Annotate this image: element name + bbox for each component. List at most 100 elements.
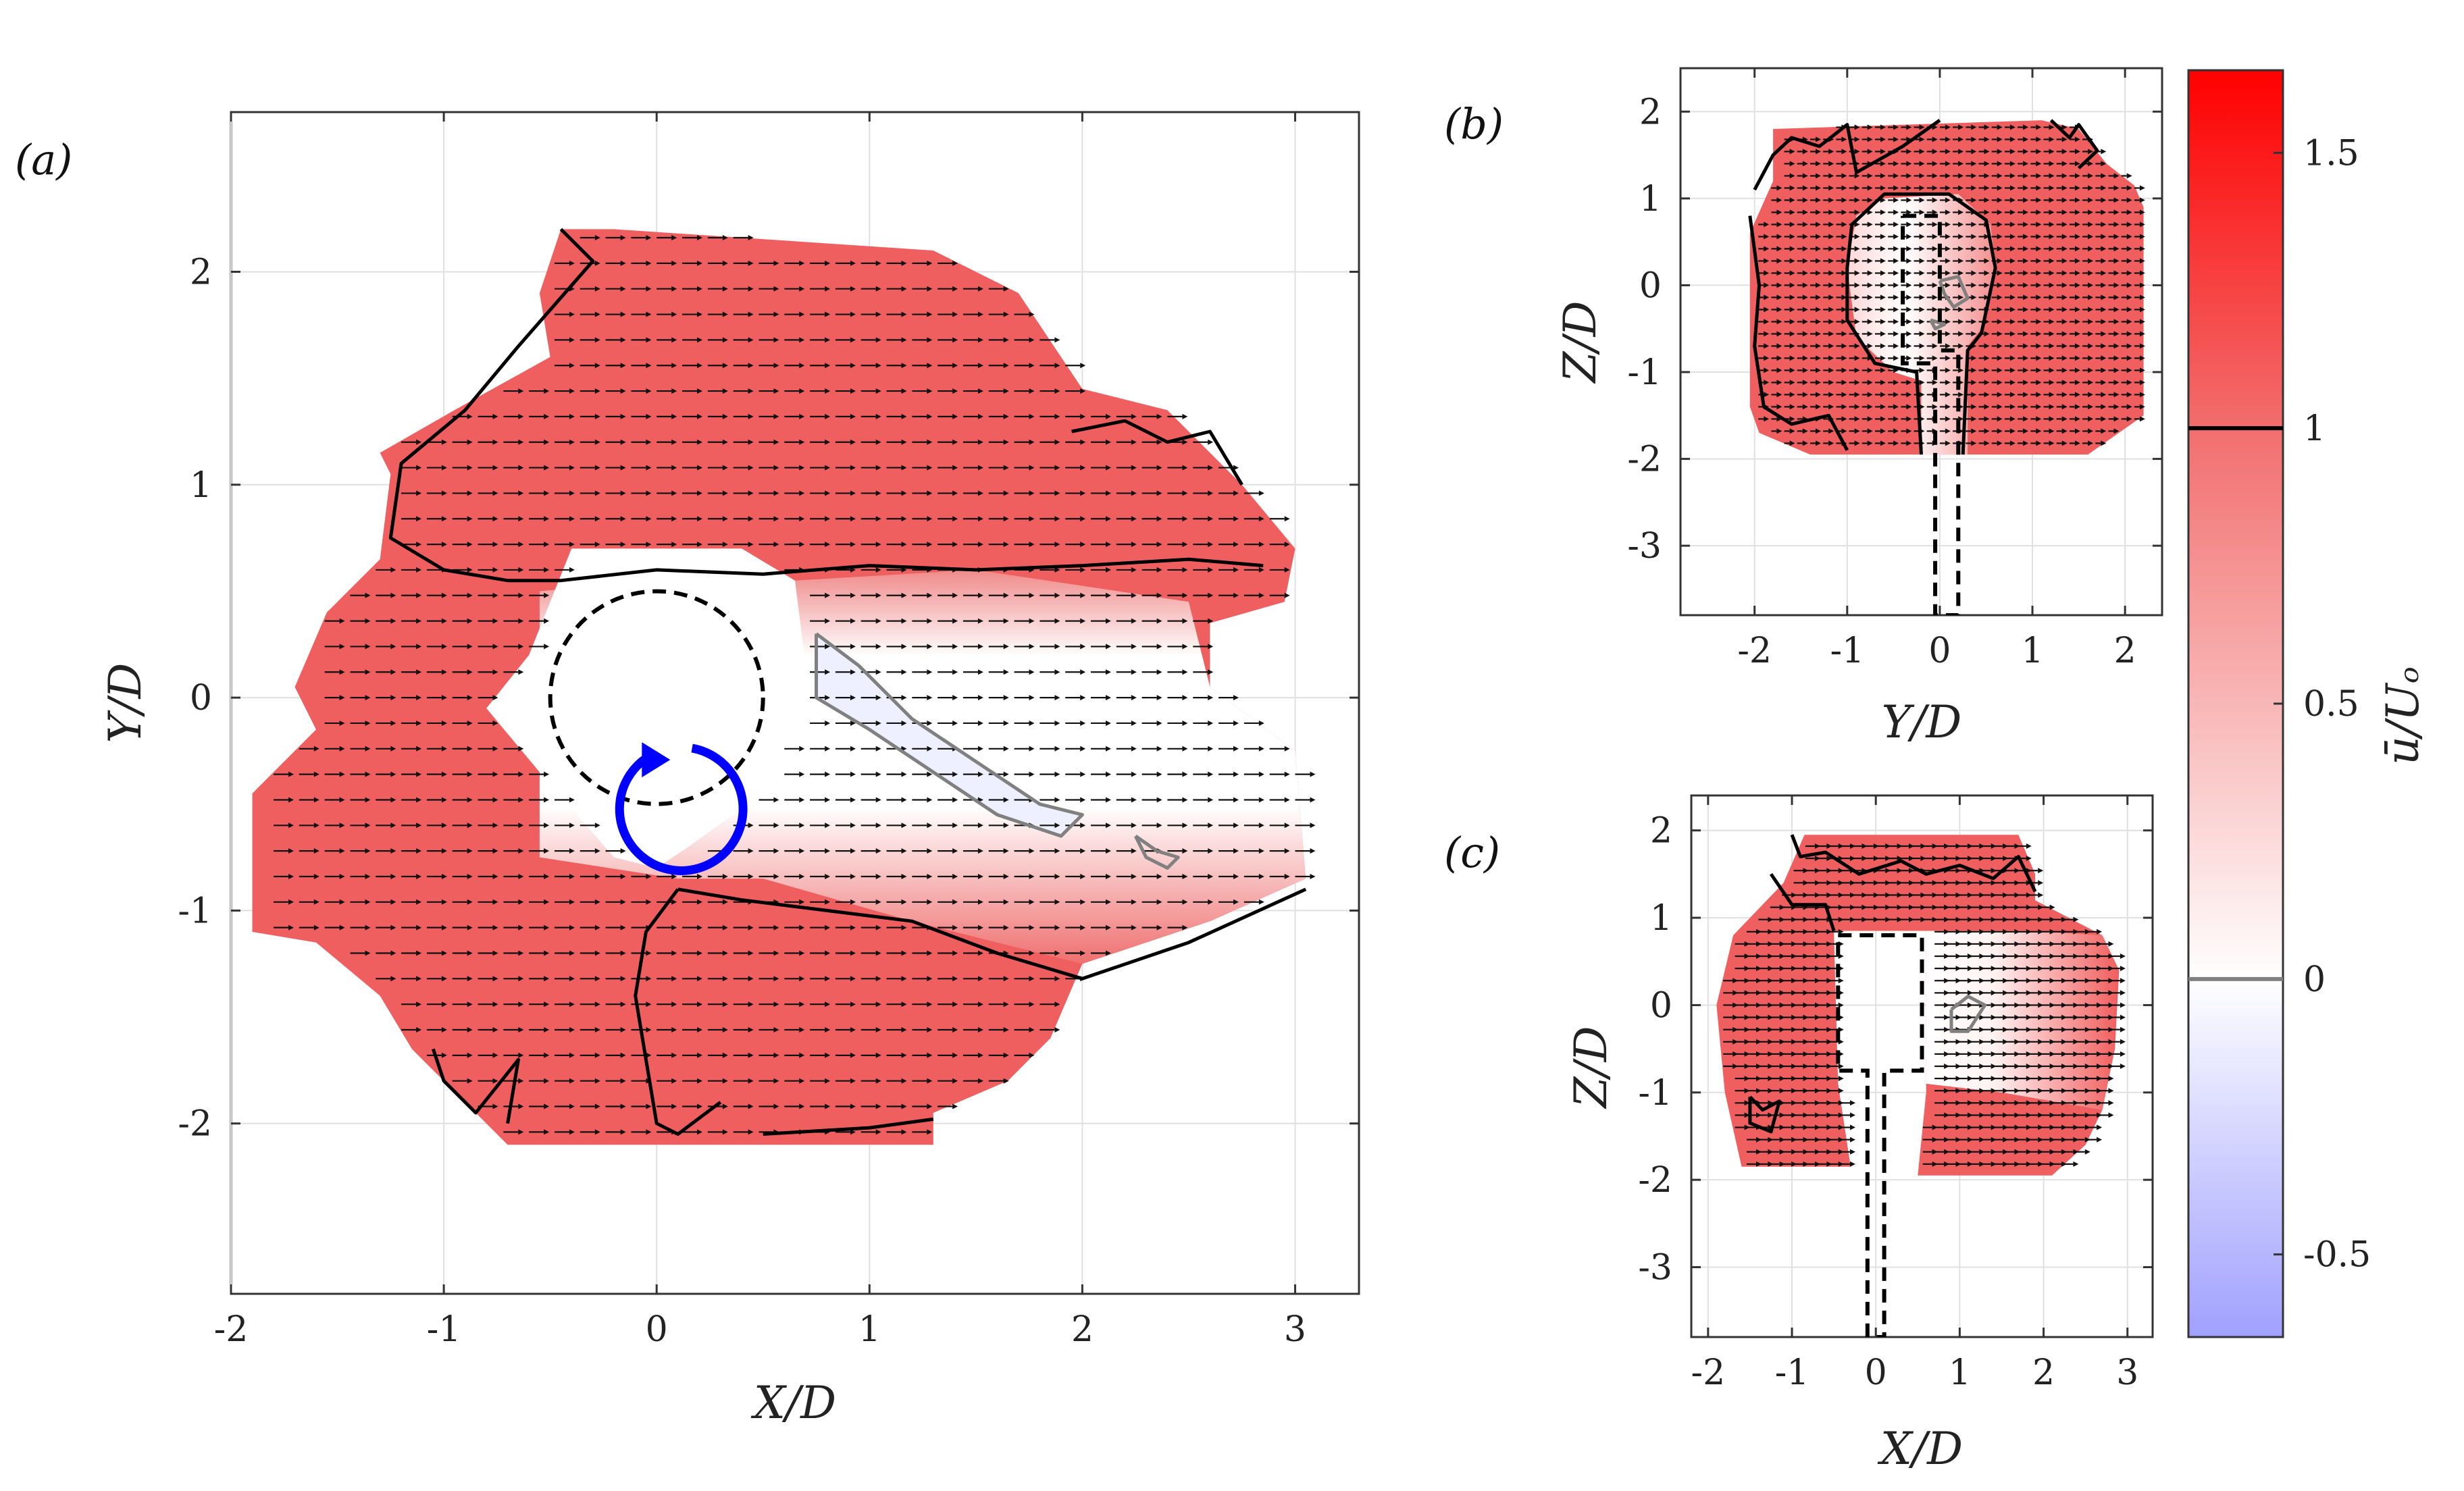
panel-b-vector-head — [1828, 428, 1834, 434]
panel-c-vector-head — [1850, 1100, 1855, 1106]
panel-a-vector-head — [773, 822, 779, 829]
panel-b-vector-head — [2101, 416, 2107, 422]
panel-a-vector-head — [544, 822, 550, 829]
panel-b-vector-head — [1828, 343, 1834, 349]
panel-a-vector-head — [977, 413, 983, 419]
panel-a-vector-head — [1131, 721, 1137, 726]
panel-b-vector-head — [1764, 234, 1770, 240]
panel-b-vector-head — [1971, 258, 1977, 264]
panel-b-vector-head — [1816, 149, 1821, 155]
panel-b-vector-head — [2009, 440, 2016, 446]
panel-b-vector-head — [2101, 258, 2107, 264]
panel-a-vector-head — [1029, 950, 1035, 956]
panel-a-vector-head — [390, 695, 396, 701]
panel-b-vector-head — [1789, 392, 1795, 398]
panel-a-vector-head — [1054, 592, 1060, 598]
panel-b-vector-head — [2101, 294, 2107, 300]
panel-a-vector-head — [697, 924, 702, 931]
panel-b-vector-head — [1802, 221, 1808, 228]
panel-a-vector-head — [799, 899, 805, 905]
panel-a-vector-head — [773, 976, 779, 982]
panel-a-vector-head — [569, 311, 575, 317]
panel-b-vector-head — [1919, 209, 1925, 215]
panel-b-vector-head — [1971, 161, 1977, 167]
panel-a-vector-head — [1054, 771, 1060, 777]
panel-a-vector-head — [773, 490, 779, 496]
panel-a-vector-head — [544, 1027, 550, 1032]
panel-a-vector-head — [825, 797, 831, 803]
panel-a-vector-head — [594, 874, 600, 879]
panel-b-vector-head — [2088, 343, 2094, 349]
panel-b-vector-head — [1984, 270, 1990, 276]
panel-a-vector-head — [1080, 771, 1086, 777]
panel-b-vector-head — [1789, 270, 1795, 276]
panel-b-vector-head — [1764, 319, 1770, 325]
panel-b-vector-head — [1945, 246, 1951, 252]
panel-a-vector-head — [569, 1027, 575, 1032]
panel-a-vector-head — [1156, 669, 1162, 675]
panel-a-vector-head — [799, 1078, 805, 1084]
panel-b-vector-head — [2126, 258, 2132, 264]
panel-a-vector-head — [492, 771, 498, 777]
panel-a-vector-head — [1182, 848, 1188, 854]
panel-a-vector-head — [671, 1078, 677, 1084]
panel-a-vector-head — [1156, 874, 1162, 879]
panel-c-vector-head — [2120, 1026, 2126, 1032]
panel-a-vector-head — [569, 976, 575, 982]
panel-b-contour-u-1 — [1845, 192, 1997, 455]
panel-b-vector-head — [2061, 234, 2068, 240]
panel-b-vector-head — [2061, 404, 2068, 410]
panel-b-vector-head — [2113, 343, 2120, 349]
panel-b-vector-head — [2036, 404, 2042, 410]
panel-a-vector-head — [799, 746, 805, 752]
panel-a-vector-head — [492, 618, 498, 624]
panel-b-vector-head — [1828, 246, 1834, 252]
panel-a-vector-head — [492, 746, 498, 752]
panel-a-vector-head — [594, 1078, 600, 1084]
panel-a-vector-head — [390, 899, 396, 905]
panel-b-vector-head — [1893, 136, 1899, 142]
panel-a-vector-head — [952, 337, 958, 343]
panel-a-vector-head — [339, 874, 345, 879]
panel-a-ytick-label: -2 — [178, 1104, 212, 1145]
panel-b-vector-head — [1971, 392, 1977, 398]
panel-a-vector-head — [1054, 337, 1060, 343]
panel-a-vector-head — [544, 1129, 550, 1135]
panel-c-cylinder-outline — [1836, 933, 1924, 1337]
panel-a-contours — [388, 228, 1307, 1136]
panel-a-vector-head — [518, 822, 524, 829]
panel-a-vector-head — [1156, 899, 1162, 905]
panel-b-vector-head — [1816, 136, 1821, 142]
panel-a-vector-head — [697, 1001, 702, 1008]
panel-a-vector-head — [901, 439, 907, 445]
panel-b-vector-head — [1906, 234, 1912, 240]
panel-a-vector-head — [697, 311, 702, 317]
panel-a-vector-head — [773, 1103, 779, 1109]
panel-a-vector-head — [1258, 592, 1264, 598]
panel-a-vector-head — [1208, 746, 1214, 752]
panel-b-vector-head — [2036, 197, 2042, 203]
panel-a-vector-head — [697, 516, 702, 522]
panel-b-vector-head — [1867, 149, 1873, 155]
panel-a-vector-head — [1054, 822, 1060, 829]
panel-b-vector-head — [2061, 294, 2068, 300]
panel-a-vector-head — [569, 1052, 575, 1058]
panel-a-vector-head — [850, 746, 856, 752]
panel-b-vector-head — [1906, 294, 1912, 300]
panel-b-vector-head — [2023, 149, 2029, 155]
panel-b-vector-head — [1854, 404, 1860, 410]
panel-b-vector-head — [1867, 136, 1873, 142]
panel-a-vector-head — [313, 924, 319, 931]
panel-a-vector-head — [1080, 695, 1086, 701]
panel-a-vector-head — [952, 874, 958, 879]
panel-a-vector-head — [365, 874, 371, 879]
panel-b-vector-head — [2049, 270, 2055, 276]
panel-c-contour-u-1 — [1748, 1095, 1781, 1134]
panel-a-vector-head — [1054, 899, 1060, 905]
panel-b-vector-head — [1854, 149, 1860, 155]
panel-b-ytick-label: -3 — [1627, 526, 1662, 567]
panel-b-vector-head — [1854, 234, 1860, 240]
panel-a-vector-head — [1233, 797, 1239, 803]
panel-c-vector-head — [2097, 1136, 2103, 1143]
